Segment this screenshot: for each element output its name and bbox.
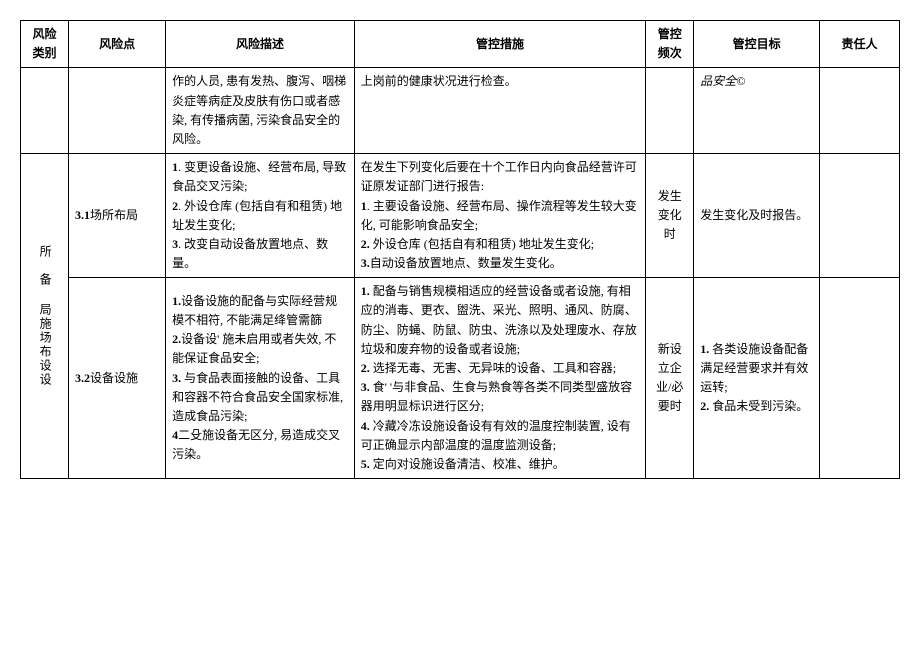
- txt: . 外设仓库 (包括自有和租赁) 地址发生变化;: [172, 199, 342, 232]
- num: 1.: [700, 342, 709, 356]
- point-number: 3.1: [75, 208, 90, 222]
- cell-empty: [21, 68, 69, 154]
- cell-empty: [819, 68, 899, 154]
- txt: 定向对设施设备清洁、校准、维护。: [370, 457, 565, 471]
- cell-desc: 1.设备设施的配备与实际经营规模不相符, 不能满足绛管需篩 2.设备设' 施未启…: [166, 278, 355, 479]
- num: 3.: [172, 371, 181, 385]
- cell-freq: 新设立企业/必要时: [646, 278, 694, 479]
- table-row-32: 3.2设备设施 1.设备设施的配备与实际经营规模不相符, 不能满足绛管需篩 2.…: [21, 278, 900, 479]
- num: 2.: [361, 237, 370, 251]
- num: 2.: [361, 361, 370, 375]
- category-label: 所 备 局施场布设设: [38, 245, 52, 387]
- th-desc: 风险描述: [166, 21, 355, 68]
- txt: 外设仓库 (包括自有和租赁) 地址发生变化;: [370, 237, 594, 251]
- cell-empty: [646, 68, 694, 154]
- cell-point: 3.2设备设施: [69, 278, 166, 479]
- txt: 设备设' 施未启用或者失效, 不能保证食品安全;: [172, 332, 336, 365]
- num: 4.: [361, 419, 370, 433]
- th-point: 风险点: [69, 21, 166, 68]
- cell-target: 1. 各类设施设备配备满足经营要求并有效运转; 2. 食品未受到污染。: [694, 278, 820, 479]
- txt: 设备设施的配备与实际经营规模不相符, 不能满足绛管需篩: [172, 294, 337, 327]
- cell-target: 发生变化及时报告。: [694, 154, 820, 278]
- cell-freq: 发生变化时: [646, 154, 694, 278]
- cell-desc: 作的人员, 患有发热、腹泻、咽梯炎症等病症及皮肤有伤口或者感染, 有传播病菌, …: [166, 68, 355, 154]
- txt: 冷藏冷冻设施设备设有有效的温度控制装置, 设有可正确显示内部温度的温度监测设备;: [361, 419, 631, 452]
- th-category: 风险类别: [21, 21, 69, 68]
- point-text: 设备设施: [90, 371, 138, 385]
- cell-measure: 上岗前的健康状况进行检查。: [354, 68, 645, 154]
- table-row-31: 所 备 局施场布设设 3.1场所布局 1. 变更设备设施、经营布局, 导致食品交…: [21, 154, 900, 278]
- txt: . 变更设备设施、经营布局, 导致食品交叉污染;: [172, 160, 346, 193]
- txt: 食品未受到污染。: [709, 399, 808, 413]
- num: 2.: [700, 399, 709, 413]
- th-resp: 责任人: [819, 21, 899, 68]
- txt: 食' '与非食品、生食与熟食等各类不同类型盛放容器用明显标识进行区分;: [361, 380, 632, 413]
- risk-table: 风险类别 风险点 风险描述 管控措施 管控频次 管控目标 责任人 作的人员, 患…: [20, 20, 900, 479]
- txt: . 改变自动设备放置地点、数量。: [172, 237, 328, 270]
- cell-resp: [819, 154, 899, 278]
- txt: 各类设施设备配备满足经营要求并有效运转;: [700, 342, 808, 394]
- th-freq: 管控频次: [646, 21, 694, 68]
- cell-category: 所 备 局施场布设设: [21, 154, 69, 479]
- th-target: 管控目标: [694, 21, 820, 68]
- num: 3.: [361, 380, 370, 394]
- cell-measure: 在发生下列变化后要在十个工作日内向食品经营许可证原发证部门进行报告: 1. 主要…: [354, 154, 645, 278]
- txt: . 主要设备设施、经营布局、操作流程等发生较大变化, 可能影响食品安全;: [361, 199, 637, 232]
- num: 1.: [361, 284, 370, 298]
- num: 5.: [361, 457, 370, 471]
- cell-empty: [69, 68, 166, 154]
- cell-point: 3.1场所布局: [69, 154, 166, 278]
- cell-desc: 1. 变更设备设施、经营布局, 导致食品交叉污染; 2. 外设仓库 (包括自有和…: [166, 154, 355, 278]
- num: 2.: [172, 332, 181, 346]
- num: 1.: [172, 294, 181, 308]
- table-header-row: 风险类别 风险点 风险描述 管控措施 管控频次 管控目标 责任人: [21, 21, 900, 68]
- point-number: 3.2: [75, 371, 90, 385]
- txt: 配备与销售规模相适应的经营设备或者设施, 有相应的消毒、更衣、盥洗、采光、照明、…: [361, 284, 637, 356]
- txt: 在发生下列变化后要在十个工作日内向食品经营许可证原发证部门进行报告:: [361, 160, 637, 193]
- table-row-continuation: 作的人员, 患有发热、腹泻、咽梯炎症等病症及皮肤有伤口或者感染, 有传播病菌, …: [21, 68, 900, 154]
- cell-measure: 1. 配备与销售规模相适应的经营设备或者设施, 有相应的消毒、更衣、盥洗、采光、…: [354, 278, 645, 479]
- txt: 选择无毒、无害、无异味的设备、工具和容器;: [370, 361, 616, 375]
- th-measure: 管控措施: [354, 21, 645, 68]
- cell-target: 品安全©: [694, 68, 820, 154]
- txt: 与食品表面接触的设备、工具和容器不符合食品安全国家标准, 造成食品污染;: [172, 371, 343, 423]
- txt: 自动设备放置地点、数量发生变化。: [370, 256, 562, 270]
- cell-resp: [819, 278, 899, 479]
- num: 3.: [361, 256, 370, 270]
- point-text: 场所布局: [90, 208, 138, 222]
- txt: 二殳施设备无区分, 易造成交叉污染。: [172, 428, 340, 461]
